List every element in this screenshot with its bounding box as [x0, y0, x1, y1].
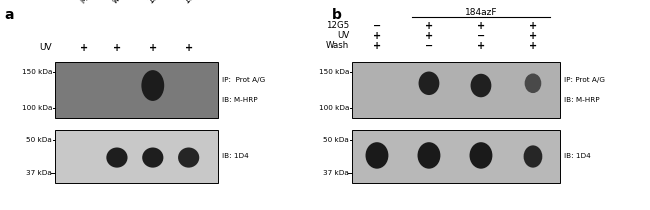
Text: IP: Prot A/G: IP: Prot A/G	[564, 77, 605, 83]
Ellipse shape	[469, 142, 493, 169]
Text: +: +	[373, 31, 381, 41]
Text: 37 kDa: 37 kDa	[26, 171, 52, 176]
Text: 50 kDa: 50 kDa	[323, 136, 349, 143]
Ellipse shape	[142, 147, 163, 168]
Text: 37 kDa: 37 kDa	[323, 171, 349, 176]
Text: 150 kDa: 150 kDa	[318, 69, 349, 75]
Text: +: +	[529, 31, 537, 41]
Text: 100 kDa: 100 kDa	[318, 105, 349, 111]
Ellipse shape	[178, 147, 200, 168]
Text: +: +	[149, 43, 157, 53]
Text: −: −	[373, 21, 381, 31]
Text: −: −	[477, 31, 485, 41]
Ellipse shape	[419, 72, 439, 95]
Text: +: +	[477, 21, 485, 31]
Text: +: +	[529, 41, 537, 51]
Bar	[55, 62, 218, 118]
Text: IB: M-HRP: IB: M-HRP	[222, 97, 257, 103]
Text: UV: UV	[337, 32, 349, 41]
Text: +: +	[373, 41, 381, 51]
Text: +: +	[477, 41, 485, 51]
Bar	[352, 130, 560, 183]
Text: +: +	[113, 43, 121, 53]
Bar	[55, 130, 218, 183]
Text: UV: UV	[40, 43, 52, 52]
Text: +: +	[81, 43, 88, 53]
Text: Mock: Mock	[78, 0, 98, 5]
Text: IP:  Prot A/G: IP: Prot A/G	[222, 77, 265, 83]
Text: +: +	[425, 31, 433, 41]
Ellipse shape	[365, 142, 389, 169]
Text: +: +	[529, 21, 537, 31]
Text: IB: 1D4: IB: 1D4	[222, 154, 249, 160]
Text: +: +	[185, 43, 192, 53]
Ellipse shape	[471, 74, 491, 97]
Ellipse shape	[107, 147, 127, 168]
Text: 184azF: 184azF	[146, 0, 172, 5]
Ellipse shape	[142, 70, 164, 101]
Text: Wash: Wash	[326, 42, 349, 50]
Text: 100 kDa: 100 kDa	[21, 105, 52, 111]
Text: 12G5: 12G5	[326, 21, 349, 30]
Text: 104azF: 104azF	[182, 0, 208, 5]
Bar	[352, 62, 560, 118]
Text: +: +	[425, 21, 433, 31]
Text: a: a	[4, 8, 14, 22]
Text: 50 kDa: 50 kDa	[26, 136, 52, 143]
Text: 184azF: 184azF	[465, 8, 497, 17]
Ellipse shape	[524, 145, 542, 168]
Text: 150 kDa: 150 kDa	[21, 69, 52, 75]
Text: b: b	[332, 8, 342, 22]
Text: IB: 1D4: IB: 1D4	[564, 154, 591, 160]
Ellipse shape	[525, 74, 541, 93]
Text: IB: M-HRP: IB: M-HRP	[564, 97, 599, 103]
Text: −: −	[425, 41, 433, 51]
Text: wt: wt	[111, 0, 124, 5]
Ellipse shape	[417, 142, 441, 169]
